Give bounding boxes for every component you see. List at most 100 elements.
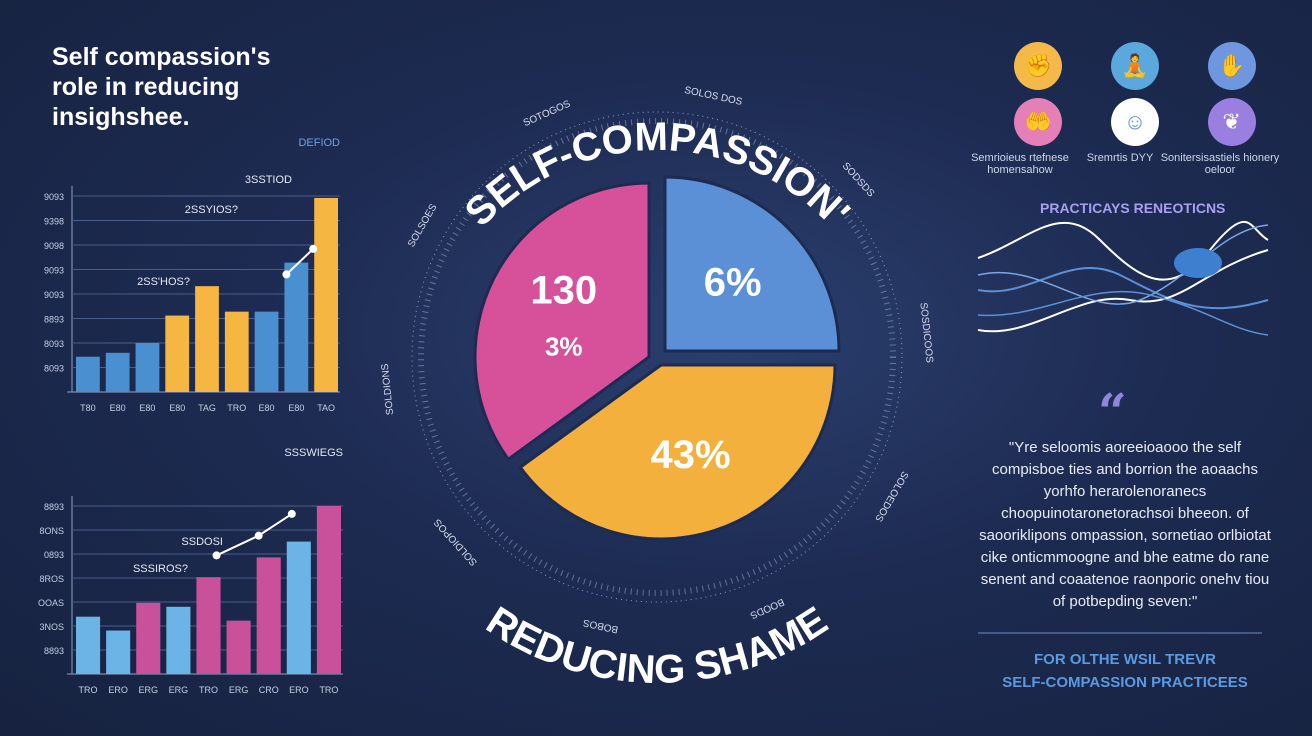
- ring-label: BOODS: [748, 596, 786, 621]
- bar: [224, 311, 249, 392]
- y-tick-label: 3NOS: [39, 622, 64, 632]
- wave-line: [977, 224, 1269, 305]
- ring-label: SOLOS DOS: [683, 85, 743, 108]
- x-tick-label: ERG: [169, 685, 189, 695]
- icon-grid: ✊ 🧘 ✋ 🤲 ☺ ❦: [990, 42, 1280, 146]
- x-tick-label: ERG: [139, 685, 159, 695]
- x-tick-label: E80: [110, 403, 126, 413]
- y-tick-label: OOAS: [38, 598, 64, 608]
- annotation: SSSIROS?: [133, 563, 188, 575]
- x-tick-label: E80: [259, 403, 275, 413]
- x-tick-label: E80: [288, 403, 304, 413]
- y-tick-label: 9093: [44, 266, 64, 276]
- y-tick-label: 9093: [44, 290, 64, 300]
- bar: [76, 356, 100, 392]
- bar: [226, 620, 251, 674]
- x-tick-label: TRO: [227, 403, 246, 413]
- bar-chart-2: 8893 8ONS 0893 8ROS OOAS 3NOS 8893 TRO ERO ERG ERG…: [38, 447, 343, 695]
- pie-slice: [663, 175, 841, 353]
- bar: [135, 343, 160, 392]
- trend-point: [309, 244, 318, 253]
- x-tick-label: ERO: [108, 685, 128, 695]
- annotation: SSDOSI: [181, 536, 223, 548]
- bar: [316, 506, 341, 674]
- bar: [286, 541, 311, 674]
- y-tick-label: 8093: [44, 339, 64, 349]
- trend-point: [287, 509, 296, 518]
- main-title-top: SELF-COMPASSION': [457, 115, 858, 235]
- y-tick-label: 0893: [44, 550, 64, 560]
- trend-point: [282, 270, 291, 279]
- bar: [196, 577, 221, 674]
- footer-line: SELF-COMPASSION PRACTICEES: [1002, 674, 1248, 691]
- trend-line: [285, 248, 314, 276]
- x-tick-label: ERO: [289, 685, 309, 695]
- slice-label: 6%: [704, 260, 762, 304]
- x-tick-label: TRO: [319, 685, 338, 695]
- slice-label: 130: [530, 269, 597, 313]
- footer-line: FOR OLTHE WSIL TREVR: [1034, 651, 1216, 668]
- ring-ticks: [418, 118, 896, 596]
- chart-title: DEFIOD: [298, 137, 340, 149]
- ring-label: SOTOGOS: [522, 98, 573, 129]
- icon-caption: Sremrtis DYY: [1086, 152, 1154, 164]
- quote-icon: “: [1098, 382, 1127, 441]
- bar: [105, 352, 130, 392]
- bar: [166, 606, 191, 674]
- bar: [284, 262, 309, 392]
- pie-slice: [518, 363, 837, 541]
- ring-ticks: [411, 111, 903, 603]
- infographic-title: Self compassion's role in reducing insig…: [52, 43, 271, 131]
- ring-label: BOBOS: [582, 616, 619, 634]
- x-tick-label: TAO: [317, 403, 335, 413]
- bar-chart-1: 9093 9398 9098 9093 9093 8893 8093 8093 T80 E80 E8…: [44, 137, 340, 413]
- bar: [256, 557, 281, 674]
- trend-point: [212, 551, 221, 560]
- pie-slice: [473, 181, 651, 462]
- bar: [254, 311, 279, 392]
- y-tick-label: 8893: [44, 315, 64, 325]
- annotation: 2SS'HOS?: [137, 276, 190, 288]
- x-tick-label: ERG: [229, 685, 249, 695]
- bar: [136, 602, 161, 674]
- y-tick-label: 8ROS: [39, 574, 64, 584]
- x-tick-label: CRO: [259, 685, 279, 695]
- ring-label: SOLDIONS: [380, 363, 396, 416]
- ring-label: SOSDICOOS: [917, 302, 934, 364]
- x-tick-label: T80: [80, 403, 96, 413]
- meditation-icon: 🧘: [1110, 42, 1159, 90]
- slice-label: 43%: [651, 433, 731, 477]
- bar: [195, 286, 219, 392]
- main-title-bottom: REDUCING SHAME: [479, 598, 836, 692]
- brain-icon: ✋: [1207, 42, 1256, 90]
- wave-line: [977, 221, 1269, 281]
- wave-line: [977, 266, 1269, 310]
- heart-icon: ☺: [1110, 98, 1159, 146]
- y-tick-label: 8893: [44, 646, 64, 656]
- annotation: 3SSTIOD: [245, 174, 292, 186]
- x-tick-label: TAG: [198, 403, 216, 413]
- trend-point: [254, 531, 263, 540]
- icon-caption: Semrioieus rtefnese homensahow: [971, 152, 1069, 176]
- wave-highlight: [1174, 248, 1222, 278]
- y-tick-label: 8ONS: [39, 526, 64, 536]
- ring-label: SOLSOES: [406, 202, 440, 249]
- heart-hands-icon: ❦: [1207, 98, 1256, 146]
- bar: [106, 630, 131, 674]
- wave-chart: [977, 221, 1269, 336]
- icon-caption: Sonitersisastiels hionery oeloor: [1160, 152, 1280, 176]
- hands-icon: 🤲: [1014, 98, 1063, 146]
- x-tick-label: TRO: [199, 685, 218, 695]
- trend-line: [216, 513, 293, 557]
- x-tick-label: E80: [169, 403, 185, 413]
- wave-line: [977, 290, 1269, 336]
- bar: [76, 616, 101, 674]
- x-tick-label: E80: [139, 403, 155, 413]
- y-tick-label: 9398: [44, 217, 64, 227]
- y-tick-label: 9098: [44, 241, 64, 251]
- slice-sublabel: 3%: [545, 332, 583, 362]
- pie-chart: SOLOS DOSSODSDSSOSDICOOSSOLOEDOSBOODSBOB…: [380, 85, 935, 692]
- x-tick-label: TRO: [79, 685, 98, 695]
- y-tick-label: 8093: [44, 364, 64, 374]
